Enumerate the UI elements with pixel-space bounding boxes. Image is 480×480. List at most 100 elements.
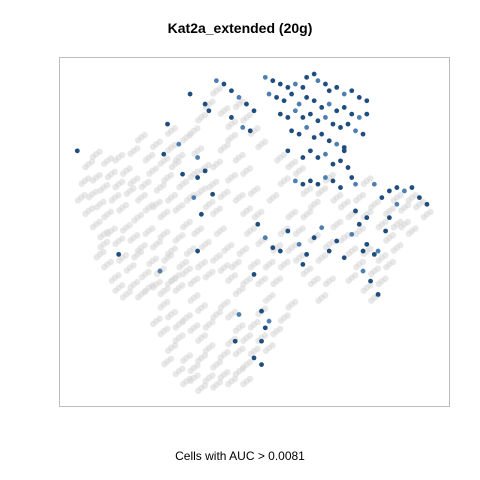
- positive-cell-point: [315, 155, 321, 160]
- background-cell-point: [270, 280, 277, 288]
- positive-cell-point: [326, 138, 332, 144]
- background-cell-point: [307, 280, 315, 288]
- positive-cell-point: [285, 148, 291, 154]
- background-cell-point: [210, 210, 217, 218]
- background-cell-point: [118, 151, 126, 159]
- background-cell-point: [88, 158, 96, 165]
- background-cell-point: [374, 198, 382, 206]
- positive-cell-point: [292, 108, 298, 114]
- background-cell-point: [195, 307, 202, 314]
- positive-cell-point: [394, 201, 400, 207]
- background-cell-point: [92, 188, 100, 196]
- background-cell-point: [367, 245, 374, 252]
- positive-cell-point: [236, 95, 242, 100]
- background-cell-point: [149, 282, 156, 289]
- background-cell-point: [239, 322, 246, 329]
- background-cell-point: [389, 232, 397, 239]
- positive-cell-point: [292, 81, 298, 87]
- chart-title: Kat2a_extended (20g): [167, 20, 313, 36]
- positive-cell-point: [323, 115, 328, 120]
- positive-cell-point: [210, 191, 216, 197]
- positive-cell-point: [323, 81, 328, 87]
- background-cell-point: [82, 210, 89, 218]
- background-cell-point: [277, 180, 285, 187]
- background-cell-point: [130, 185, 137, 192]
- background-cell-point: [118, 282, 126, 289]
- background-cell-point: [182, 178, 190, 186]
- positive-cell-point: [247, 128, 253, 134]
- background-cell-point: [314, 275, 321, 282]
- background-cell-point: [397, 242, 404, 249]
- background-cell-point: [344, 198, 351, 206]
- background-cell-point: [104, 173, 112, 181]
- positive-cell-point: [379, 195, 385, 201]
- background-cell-point: [202, 203, 209, 211]
- positive-cell-point: [353, 128, 358, 134]
- positive-cell-point: [334, 238, 340, 244]
- background-cell-point: [167, 252, 175, 259]
- background-cell-point: [246, 275, 254, 282]
- positive-cell-point: [285, 84, 291, 90]
- positive-cell-point: [195, 248, 201, 254]
- positive-cell-point: [195, 175, 201, 180]
- positive-cell-point: [330, 121, 336, 127]
- background-cell-point: [404, 202, 412, 209]
- background-cell-point: [247, 264, 255, 271]
- background-cell-point: [262, 297, 270, 304]
- background-cell-point: [116, 207, 123, 214]
- positive-cell-point: [402, 188, 407, 194]
- background-cell-point: [276, 325, 284, 332]
- background-cell-point: [134, 294, 142, 301]
- background-cell-point: [119, 294, 127, 301]
- positive-cell-point: [341, 105, 347, 110]
- background-cell-point: [145, 268, 152, 276]
- background-cell-point: [134, 137, 142, 144]
- background-cell-point: [315, 297, 322, 304]
- background-cell-point: [225, 380, 232, 388]
- background-cell-point: [246, 358, 254, 366]
- background-cell-point: [209, 342, 216, 349]
- background-cell-point: [97, 234, 104, 241]
- positive-cells-layer: [74, 71, 430, 367]
- background-cell-point: [217, 354, 225, 361]
- positive-cell-point: [195, 155, 201, 160]
- positive-cell-point: [356, 115, 362, 120]
- positive-cell-point: [349, 88, 355, 94]
- background-cell-point: [397, 218, 404, 226]
- background-cell-point: [375, 223, 382, 231]
- positive-cell-point: [202, 101, 208, 107]
- background-cell-point: [254, 345, 261, 353]
- positive-cell-point: [289, 128, 294, 134]
- background-cell-point: [300, 270, 307, 278]
- background-cell-point: [225, 177, 232, 184]
- positive-cell-point: [259, 308, 264, 314]
- background-cell-point: [157, 304, 164, 311]
- background-cell-point: [141, 131, 148, 139]
- positive-cell-point: [187, 91, 193, 97]
- background-cell-point: [138, 274, 146, 281]
- background-cell-point: [292, 230, 300, 238]
- positive-cell-point: [300, 181, 306, 187]
- background-cell-point: [217, 193, 225, 201]
- background-cell-point: [141, 242, 148, 249]
- background-cell-point: [119, 170, 127, 177]
- background-cell-point: [299, 165, 306, 172]
- background-cell-point: [246, 332, 254, 339]
- background-cell-point: [261, 332, 269, 339]
- background-cell-point: [240, 210, 247, 218]
- background-cell-point: [236, 250, 243, 258]
- background-cell-point: [171, 275, 178, 282]
- background-cell-point: [142, 157, 149, 164]
- positive-cell-point: [262, 74, 268, 80]
- positive-cell-point: [341, 91, 347, 97]
- background-cell-point: [375, 280, 382, 288]
- background-cell-point: [273, 191, 280, 199]
- background-cell-point: [197, 225, 205, 232]
- positive-cell-point: [353, 181, 358, 187]
- background-cell-point: [112, 183, 119, 191]
- background-cell-point: [96, 218, 103, 226]
- positive-cell-point: [277, 81, 283, 87]
- background-cell-point: [285, 163, 292, 171]
- background-cell-point: [210, 257, 217, 264]
- positive-cell-point: [277, 111, 283, 117]
